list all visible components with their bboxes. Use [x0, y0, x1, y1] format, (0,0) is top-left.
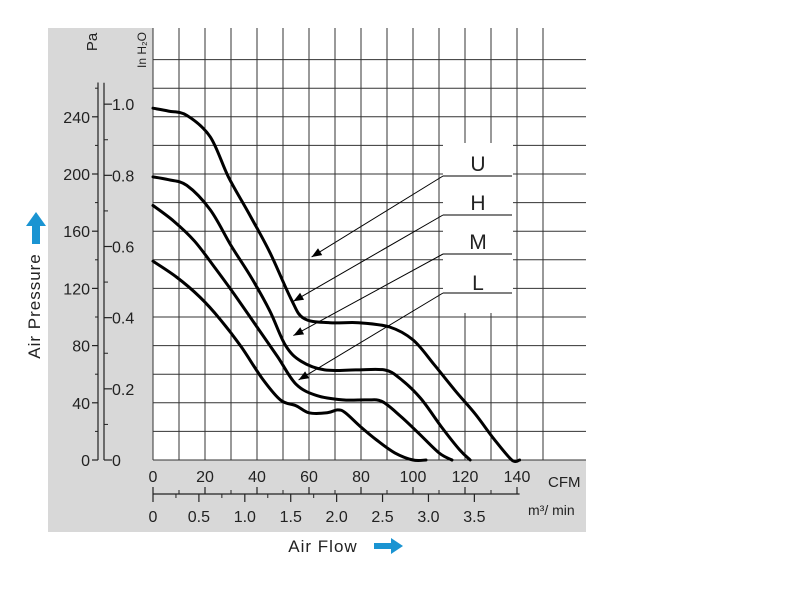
plot-area — [153, 28, 586, 460]
x-axis-title: Air Flow — [288, 537, 357, 556]
y-tick-label-inh2o: 0.4 — [112, 311, 134, 328]
label-leader-line — [293, 214, 444, 302]
curve-l — [151, 259, 428, 463]
x-tick-label-m3min: 1.5 — [280, 509, 302, 526]
x-tick-label-cfm: 120 — [452, 469, 479, 486]
label-leader-line — [293, 253, 444, 337]
y-tick-label-pa: 240 — [63, 110, 90, 127]
y-tick-label-inh2o: 0.8 — [112, 168, 134, 185]
x-tick-label-m3min: 3.0 — [417, 509, 439, 526]
x-tick-label-cfm: 80 — [352, 469, 370, 486]
y-tick-label-pa: 200 — [63, 167, 90, 184]
curve-label-l: L — [472, 272, 484, 295]
curve-label-u: U — [470, 153, 485, 176]
x-tick-label-cfm: 20 — [196, 469, 214, 486]
y-tick-label-pa: 40 — [72, 396, 90, 413]
x-tick-label-m3min: 3.5 — [463, 509, 485, 526]
label-arrowhead-icon — [293, 327, 305, 336]
label-arrowhead-icon — [293, 292, 305, 302]
y-tick-label-pa: 0 — [81, 453, 90, 470]
x-tick-label-m3min: 0 — [149, 509, 158, 526]
y-tick-label-inh2o: 1.0 — [112, 97, 134, 114]
x-tick-label-cfm: 100 — [400, 469, 427, 486]
y-unit-inh2o: In H₂O — [135, 32, 149, 68]
x-tick-label-cfm: 0 — [149, 469, 158, 486]
y-tick-label-inh2o: 0.6 — [112, 239, 134, 256]
label-box — [443, 143, 513, 313]
curve-u — [151, 106, 522, 464]
label-arrowhead-icon — [298, 371, 310, 380]
label-leader-line — [311, 175, 444, 258]
x-tick-label-cfm: 140 — [504, 469, 531, 486]
y-tick-label-pa: 160 — [63, 224, 90, 241]
x-tick-label-m3min: 2.5 — [371, 509, 393, 526]
x-unit-cfm: CFM — [548, 474, 581, 491]
x-axes: 0 20 40 60 80 100 120 140 0 0.5 1.0 1.5 2.0 2.5 3.0 3.5 — [149, 469, 531, 526]
curve-label-h: H — [470, 192, 485, 215]
curve-label-m: M — [469, 231, 487, 254]
x-tick-label-m3min: 1.0 — [234, 509, 256, 526]
right-arrow-icon — [374, 538, 403, 554]
curve-m — [151, 204, 454, 462]
y-tick-label-pa: 120 — [63, 281, 90, 298]
label-arrowhead-icon — [311, 248, 323, 257]
x-tick-label-m3min: 0.5 — [188, 509, 210, 526]
x-tick-label-cfm: 40 — [248, 469, 266, 486]
y-axes: 0 40 80 120 160 200 240 0 0.2 0.4 0.6 0.8 1.0 — [63, 82, 134, 470]
curve-h — [151, 175, 472, 462]
up-arrow-icon — [26, 212, 46, 244]
label-leader-line — [298, 292, 444, 381]
x-tick-label-m3min: 2.0 — [326, 509, 348, 526]
y-tick-label-inh2o: 0 — [112, 453, 121, 470]
y-axis-title: Air Pressure — [25, 253, 44, 359]
y-tick-label-inh2o: 0.2 — [112, 382, 134, 399]
x-unit-m3min: m³/ min — [528, 502, 575, 518]
y-tick-label-pa: 80 — [72, 339, 90, 356]
curves — [151, 106, 522, 464]
x-tick-label-cfm: 60 — [300, 469, 318, 486]
y-unit-pa: Pa — [84, 32, 101, 51]
